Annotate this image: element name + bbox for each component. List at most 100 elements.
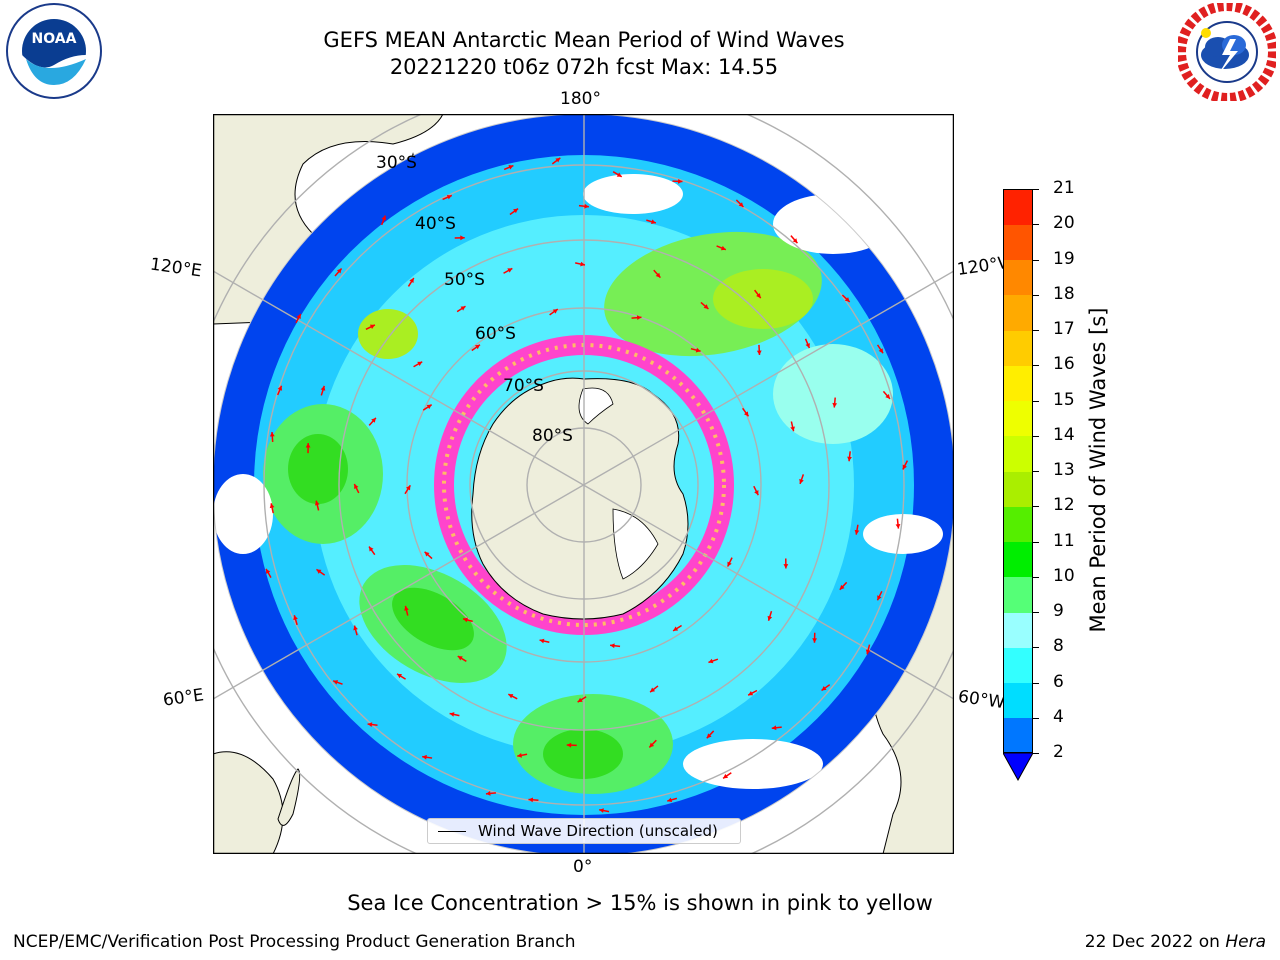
wave-arrow-head [446,195,452,200]
wave-arrow-head [812,638,817,643]
noaa-logo: NOAA [6,3,102,99]
colorbar-tick-label: 4 [1053,706,1064,727]
footer-host: Hera [1225,932,1266,952]
wave-arrow-head [720,245,726,251]
wave-arrow-head [599,808,604,813]
colorbar-tickmark [1033,612,1039,613]
colorbar-tickmark [1033,330,1039,331]
wave-arrow-head [792,238,798,244]
colorbar-tickmark [1033,400,1039,402]
colorbar-tick-label: 17 [1053,319,1075,339]
wave-arrow-head [513,208,519,214]
wave-arrow-head [381,215,386,221]
wave-arrow-head [677,178,683,184]
colorbar-tickmark [1033,365,1039,367]
colorbar-segment [1003,294,1033,331]
wave-arrow-head [269,432,275,437]
wave-arrow-head [847,456,852,462]
colorbar-tick-label: 18 [1053,283,1075,304]
colorbar-tickmark [1033,224,1039,226]
wave-arrow-head [424,551,430,557]
wave-arrow-head [727,561,732,567]
wave-arrow-head [269,503,275,509]
colorbar-tickmark [1033,576,1039,578]
wave-arrow-head [832,402,838,408]
wave-arrow-head [296,313,301,319]
wave-arrow-head [404,605,409,611]
footer-branch: NCEP/EMC/Verification Post Processing Pr… [13,932,576,952]
wave-arrow-head [695,347,701,353]
wave-arrow-head [422,754,427,760]
wave-arrow-head [799,478,804,484]
wave-arrow-head [354,483,359,489]
wave-arrow-head [748,691,754,696]
wave-arrow-head [457,656,463,661]
colorbar-tickmark [1033,435,1039,437]
colorbar-tick-label: 11 [1053,530,1075,551]
wave-arrow-head [790,426,795,432]
colorbar-segment [1003,647,1033,683]
wave-arrow-head [655,272,661,278]
wave-arrow-head [703,304,709,309]
colorbar-segment [1003,189,1033,225]
wave-arrow-head [616,172,622,177]
wave-arrow-head [552,309,558,314]
lon-label-0: 0° [573,857,593,877]
colorbar-tick-label: 6 [1053,671,1064,692]
colorbar-tickmark [1033,753,1039,754]
colorbar-tickmark [1033,471,1039,472]
colorbar-tickmark [1033,682,1039,684]
noaa-logo-text: NOAA [32,31,77,47]
colorbar-segment [1003,435,1033,472]
colorbar-tick-label: 14 [1053,424,1075,445]
wave-arrow-head [756,293,761,299]
wave-arrow-head [877,595,882,601]
graticule [213,114,954,854]
wave-arrow-head [566,742,572,748]
wave-arrow-head [821,685,827,691]
lat-label-80s: 80°S [532,426,573,446]
wave-arrow-head [353,625,358,631]
colorbar-tickmark [1033,294,1039,296]
lat-label-70s: 70°S [503,376,544,396]
wave-arrow-head [333,680,339,685]
colorbar-segment [1003,541,1033,578]
wave-arrow-head [485,791,491,796]
chart-subtitle: 20221220 t06z 072h fcst Max: 14.55 [389,55,779,79]
sea-ice-caption: Sea Ice Concentration > 15% is shown in … [347,891,933,915]
colorbar-segment [1003,471,1033,507]
colorbar-frame [1003,189,1033,753]
wave-arrow-head [508,165,514,170]
wave-arrow-head [460,306,466,311]
colorbar-tick-label: 16 [1053,354,1075,375]
footer-date-text: 22 Dec 2022 on [1084,932,1226,952]
colorbar-tick-label: 8 [1053,636,1064,657]
legend-line-swatch [438,831,466,832]
land-madagascar [277,768,301,826]
wave-arrow-head [723,773,729,779]
wave-arrow-head [369,324,375,329]
colorbar-tick-label: 13 [1053,460,1075,480]
wave-arrow-head [878,348,884,354]
wave-arrow-head [636,315,642,321]
wave-arrow-head [305,443,311,448]
wave-arrow-head [667,797,673,803]
wave-arrow-head [902,464,907,470]
colorbar-tickmark [1033,506,1039,508]
lat-label-50s: 50°S [444,270,485,290]
lon-label-60e: 60°E [161,685,206,711]
lon-label-180: 180° [560,89,601,109]
colorbar-segment [1003,259,1033,296]
wave-arrow-head [508,694,514,699]
colorbar-tick-label: 2 [1053,742,1064,762]
wave-arrow-head [743,411,749,417]
wave-arrow-head [463,617,468,623]
wave-arrow-head [580,261,585,267]
wave-arrow-head [316,569,322,574]
colorbar-segment [1003,224,1033,260]
colorbar-tickmark [1033,647,1039,649]
land-africa [213,751,284,854]
wave-arrow-head [610,643,615,649]
wave-arrow-head [449,712,455,717]
wave-arrow-head [885,394,891,399]
